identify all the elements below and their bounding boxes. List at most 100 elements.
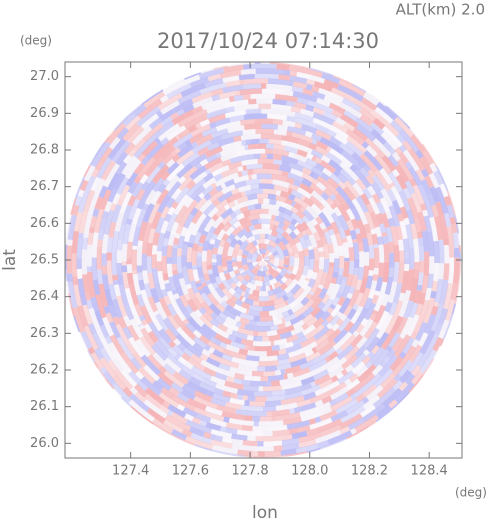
echo-cell (177, 342, 187, 352)
echo-cell (280, 154, 299, 165)
echo-cell (304, 130, 313, 138)
echo-cell (109, 202, 117, 212)
echo-cell (385, 226, 394, 243)
echo-cell (283, 283, 295, 294)
echo-cell (162, 272, 169, 281)
echo-cell (179, 226, 189, 237)
echo-cell (170, 200, 179, 210)
echo-cell (80, 330, 93, 350)
echo-cell (288, 348, 304, 359)
echo-cell (206, 102, 226, 114)
echo-cell (268, 277, 278, 286)
echo-cell (284, 145, 299, 154)
echo-cell (406, 314, 421, 337)
echo-cell (330, 212, 344, 230)
echo-cell (314, 309, 326, 321)
echo-cell (327, 69, 335, 77)
echo-cell (250, 278, 256, 286)
echo-cell (217, 282, 227, 292)
echo-cell (175, 193, 190, 211)
echo-cell (103, 200, 113, 213)
echo-cell (189, 206, 199, 217)
echo-cell (413, 268, 420, 279)
echo-cell (281, 437, 300, 446)
echo-cell (405, 223, 415, 248)
echo-cell (410, 223, 419, 240)
echo-cell (395, 174, 408, 190)
echo-cell (215, 435, 224, 443)
echo-cell (244, 189, 252, 197)
echo-cell (443, 212, 452, 228)
echo-cell (409, 134, 427, 154)
echo-cell (267, 290, 274, 297)
echo-cell (127, 223, 137, 242)
echo-cell (112, 382, 133, 404)
echo-cell (395, 316, 409, 335)
echo-cell (359, 214, 369, 226)
echo-cell (157, 92, 183, 111)
echo-cell (327, 430, 353, 446)
echo-cell (206, 292, 220, 308)
echo-cell (125, 342, 137, 355)
echo-cell (325, 282, 336, 297)
echo-cell (175, 225, 184, 235)
echo-cell (142, 364, 161, 382)
echo-cell (370, 321, 379, 330)
echo-cell (351, 361, 366, 375)
echo-cell (151, 268, 160, 284)
echo-cell (373, 153, 392, 174)
echo-cell (234, 208, 242, 216)
echo-cell (227, 160, 243, 170)
echo-cell (403, 300, 415, 320)
echo-cell (246, 163, 263, 171)
echo-cell (434, 278, 444, 304)
echo-cell (170, 221, 180, 235)
echo-cell (233, 198, 239, 206)
echo-cell (131, 351, 147, 369)
echo-cell (273, 339, 280, 346)
echo-cell (398, 144, 408, 153)
echo-cell (200, 282, 208, 288)
echo-cell (221, 233, 230, 242)
echo-cell (231, 225, 243, 237)
echo-cell (251, 261, 258, 267)
echo-cell (202, 311, 214, 322)
echo-cell (291, 85, 304, 94)
echo-cell (176, 132, 184, 140)
echo-cell (185, 283, 192, 290)
echo-cell (94, 162, 103, 172)
echo-cell (210, 311, 219, 321)
echo-cell (125, 115, 141, 131)
echo-cell (218, 90, 236, 100)
echo-cell (198, 314, 214, 329)
echo-cell (157, 365, 168, 375)
echo-cell (283, 390, 304, 401)
echo-cell (363, 318, 374, 331)
echo-cell (387, 170, 393, 175)
echo-cell (184, 139, 192, 147)
echo-cell (412, 184, 425, 205)
echo-cell (239, 224, 245, 231)
echo-cell (192, 96, 213, 109)
echo-cell (151, 244, 158, 255)
echo-cell (417, 272, 425, 286)
echo-cell (201, 229, 209, 237)
echo-cell (186, 287, 197, 300)
echo-cell (273, 128, 288, 136)
echo-cell (346, 292, 354, 300)
echo-cell (402, 187, 413, 200)
echo-cell (337, 180, 347, 190)
echo-cell (424, 287, 433, 301)
echo-cell (244, 78, 269, 85)
echo-cell (153, 310, 160, 316)
echo-cell (111, 203, 122, 224)
echo-cell (249, 241, 255, 248)
echo-cell (134, 391, 147, 404)
echo-cell (209, 433, 217, 441)
echo-cell (315, 215, 324, 225)
echo-cell (205, 153, 219, 164)
echo-cell (263, 255, 270, 260)
echo-cell (165, 212, 178, 232)
echo-cell (349, 170, 360, 182)
echo-cell (360, 192, 371, 206)
